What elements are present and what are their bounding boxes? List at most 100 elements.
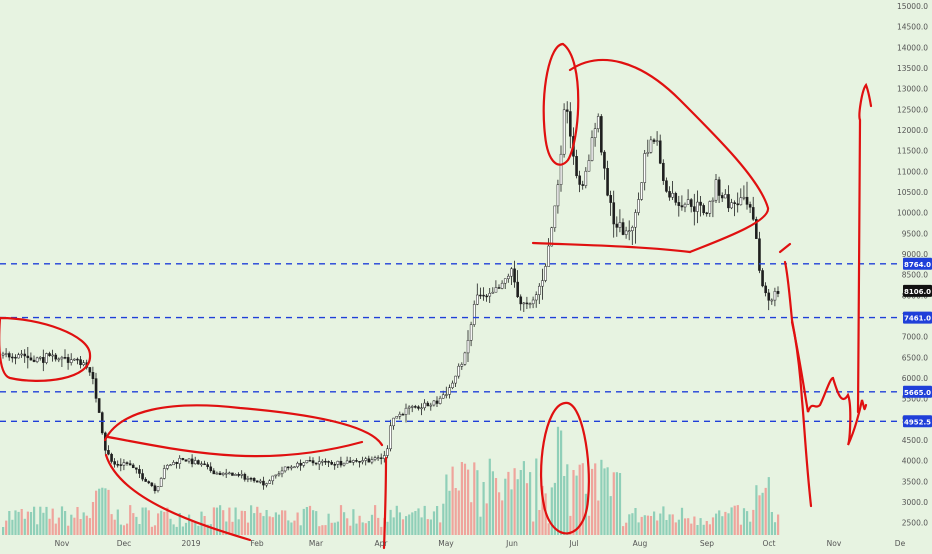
- candle-body: [575, 156, 578, 177]
- volume-bar: [144, 507, 147, 535]
- candle-body: [212, 470, 216, 475]
- candle-body: [23, 353, 27, 357]
- time-tick-label: De: [895, 539, 906, 548]
- candle-body: [720, 195, 724, 199]
- candle-body: [541, 280, 544, 287]
- volume-bar: [181, 526, 184, 535]
- volume-bar: [600, 459, 603, 535]
- candle-body: [336, 460, 340, 465]
- volume-bar: [414, 511, 417, 535]
- volume-bar: [625, 522, 628, 535]
- candle-body: [119, 464, 123, 466]
- candle-body: [404, 407, 408, 415]
- volume-bar: [20, 509, 23, 535]
- volume-bar: [333, 522, 336, 535]
- candle-body: [581, 184, 585, 186]
- price-tick-label: 2500.0: [902, 519, 928, 528]
- volume-bar: [687, 518, 690, 535]
- level-price-label-bg: [903, 385, 932, 398]
- volume-bar: [110, 514, 113, 535]
- candle-body: [286, 466, 290, 469]
- volume-bar: [336, 521, 339, 535]
- candle-body: [646, 152, 650, 154]
- candle-body: [209, 466, 213, 471]
- candle-body: [17, 354, 20, 359]
- candle-body: [172, 462, 175, 466]
- volume-bar: [141, 507, 144, 535]
- candle-body: [652, 139, 656, 142]
- volume-bar: [51, 508, 54, 535]
- candle-body: [503, 278, 507, 284]
- volume-bar: [101, 487, 104, 535]
- volume-bar: [560, 430, 563, 535]
- candle-body: [221, 472, 225, 475]
- time-tick-label: Jun: [505, 539, 518, 548]
- candle-body: [398, 413, 402, 417]
- candle-body: [525, 302, 529, 305]
- volume-bar: [166, 507, 169, 535]
- candle-body: [150, 482, 154, 486]
- price-tick-label: 6000.0: [902, 374, 928, 383]
- volume-bar: [699, 518, 702, 535]
- candle-body: [138, 469, 141, 474]
- candle-body: [479, 294, 482, 297]
- candle-body: [274, 474, 278, 477]
- candle-body: [643, 153, 647, 183]
- candle-body: [252, 478, 256, 482]
- annotation-range-line: [106, 435, 364, 458]
- candle-body: [240, 473, 244, 476]
- candle-body: [596, 116, 600, 129]
- candle-body: [507, 275, 510, 279]
- volume-bar: [73, 517, 76, 535]
- volume-bar: [659, 513, 662, 535]
- candle-body: [696, 201, 699, 212]
- volume-bar: [178, 513, 181, 535]
- support-resistance-levels[interactable]: [0, 263, 902, 422]
- volume-bar: [749, 521, 752, 535]
- candle-body: [91, 372, 95, 379]
- candle-body: [159, 478, 163, 487]
- candle-body: [562, 109, 566, 155]
- volume-bar: [615, 472, 618, 535]
- volume-bar: [42, 512, 45, 535]
- level-price-label-bg: [903, 311, 932, 324]
- candle-body: [293, 466, 296, 469]
- candle-body: [727, 194, 730, 209]
- candle-body: [35, 357, 39, 362]
- price-tick-label: 3000.0: [902, 498, 928, 507]
- time-tick-label: Apr: [375, 539, 389, 548]
- candle-body: [190, 458, 194, 465]
- candle-body: [215, 472, 219, 475]
- volume-bar: [290, 522, 293, 535]
- volume-bar: [541, 485, 544, 535]
- volume-bar: [36, 524, 39, 535]
- candle-body: [4, 353, 8, 355]
- candle-body: [761, 270, 764, 287]
- candle-body: [649, 139, 653, 153]
- candle-body: [141, 473, 144, 480]
- volume-bar: [556, 426, 560, 535]
- time-axis[interactable]: Nov Dec 2019 Feb Mar Apr May Jun Jul Aug Sep Oct Nov…: [55, 539, 906, 548]
- volume-bar: [662, 506, 665, 535]
- candle-body: [228, 472, 231, 475]
- candle-body: [705, 212, 709, 215]
- volume-bar: [426, 519, 429, 535]
- candle-body: [441, 394, 445, 399]
- candle-body: [271, 475, 275, 482]
- candle-body: [472, 304, 476, 325]
- volume-bar: [516, 479, 519, 535]
- volume-bar: [299, 525, 302, 535]
- volume-bar: [479, 516, 482, 535]
- candle-body: [14, 356, 17, 359]
- candle-body: [559, 153, 563, 185]
- volume-bar: [82, 512, 85, 535]
- candle-body: [373, 457, 377, 460]
- candle-body: [528, 303, 532, 305]
- volume-bar: [8, 511, 11, 535]
- candle-body: [497, 287, 501, 289]
- volume-bar: [572, 470, 575, 535]
- candle-body: [401, 413, 405, 416]
- volume-bar: [420, 517, 423, 535]
